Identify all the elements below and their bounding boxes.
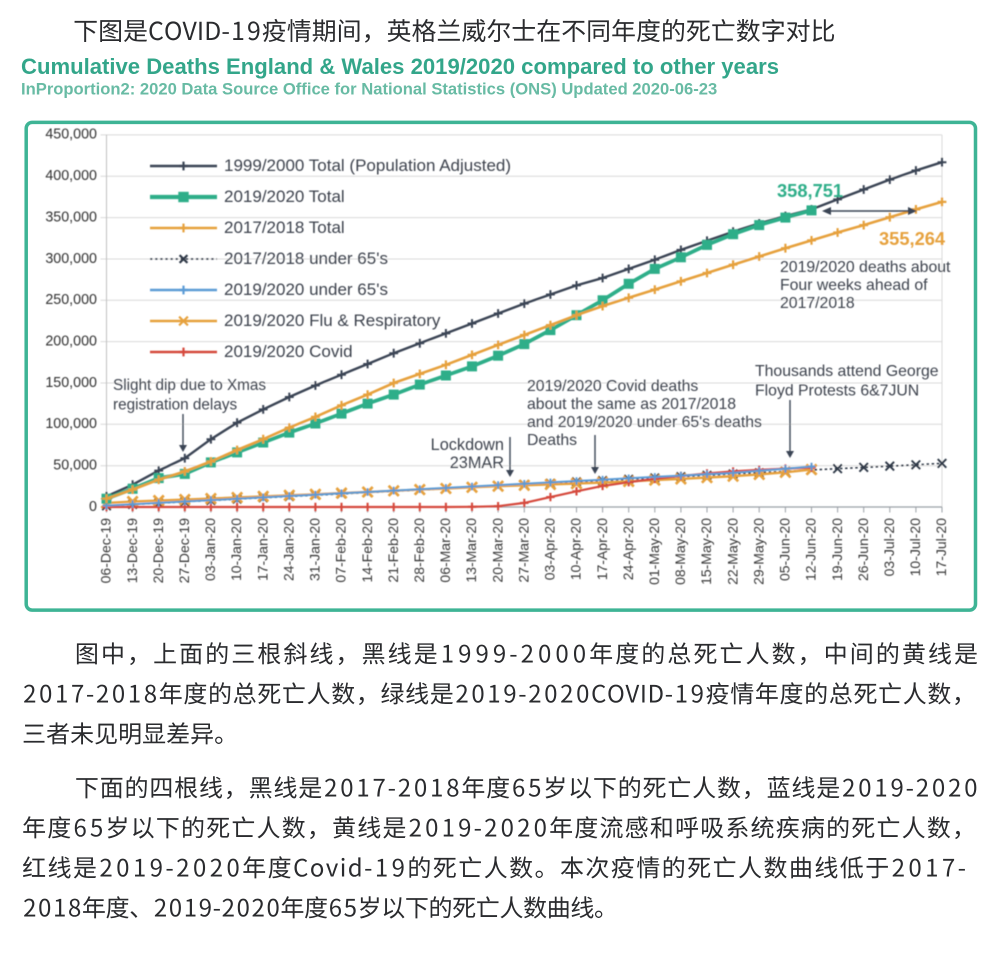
svg-text:250,000: 250,000 bbox=[45, 292, 97, 308]
svg-text:2019/2020 Flu & Respiratory: 2019/2020 Flu & Respiratory bbox=[224, 311, 441, 330]
svg-text:Deaths: Deaths bbox=[527, 432, 577, 449]
svg-text:17-Jul-20: 17-Jul-20 bbox=[933, 518, 949, 577]
svg-text:and 2019/2020 under 65's death: and 2019/2020 under 65's deaths bbox=[527, 414, 762, 431]
svg-text:17-Jan-20: 17-Jan-20 bbox=[254, 518, 270, 581]
svg-text:20-Dec-19: 20-Dec-19 bbox=[150, 518, 166, 584]
svg-text:13-Mar-20: 13-Mar-20 bbox=[463, 518, 479, 583]
svg-text:2017/2018: 2017/2018 bbox=[780, 295, 855, 312]
svg-text:2019/2020 Total: 2019/2020 Total bbox=[224, 187, 345, 206]
svg-text:31-Jan-20: 31-Jan-20 bbox=[307, 518, 323, 581]
svg-text:about the same as 2017/2018: about the same as 2017/2018 bbox=[527, 396, 736, 413]
svg-text:06-Mar-20: 06-Mar-20 bbox=[437, 518, 453, 583]
svg-text:2019/2020 deaths about: 2019/2020 deaths about bbox=[780, 259, 951, 276]
svg-text:358,751: 358,751 bbox=[777, 180, 843, 201]
svg-text:24-Jan-20: 24-Jan-20 bbox=[281, 518, 297, 581]
svg-text:21-Feb-20: 21-Feb-20 bbox=[385, 518, 401, 583]
svg-text:10-Apr-20: 10-Apr-20 bbox=[568, 518, 584, 580]
svg-text:Floyd Protests 6&7JUN: Floyd Protests 6&7JUN bbox=[755, 383, 919, 400]
svg-text:23MAR: 23MAR bbox=[450, 454, 504, 472]
svg-text:05-Jun-20: 05-Jun-20 bbox=[777, 518, 793, 581]
svg-text:10-Jan-20: 10-Jan-20 bbox=[228, 518, 244, 581]
svg-text:2017/2018 under 65's: 2017/2018 under 65's bbox=[224, 249, 388, 268]
svg-text:08-May-20: 08-May-20 bbox=[672, 518, 688, 585]
svg-text:50,000: 50,000 bbox=[53, 458, 97, 474]
svg-text:17-Apr-20: 17-Apr-20 bbox=[594, 518, 610, 580]
svg-text:19-Jun-20: 19-Jun-20 bbox=[829, 518, 845, 581]
svg-text:2019/2020 Covid: 2019/2020 Covid bbox=[224, 342, 353, 361]
svg-text:2017/2018 Total: 2017/2018 Total bbox=[224, 218, 345, 237]
svg-text:2019/2020 Covid deaths: 2019/2020 Covid deaths bbox=[527, 378, 698, 395]
svg-text:InProportion2: 2020 Data Sourc: InProportion2: 2020 Data Source Office f… bbox=[21, 80, 717, 99]
svg-text:400,000: 400,000 bbox=[45, 168, 97, 184]
svg-text:24-Apr-20: 24-Apr-20 bbox=[620, 518, 636, 580]
svg-text:355,264: 355,264 bbox=[879, 228, 946, 249]
svg-text:20-Mar-20: 20-Mar-20 bbox=[489, 518, 505, 583]
svg-text:28-Feb-20: 28-Feb-20 bbox=[411, 518, 427, 583]
svg-text:Thousands attend George: Thousands attend George bbox=[755, 363, 939, 380]
svg-text:06-Dec-19: 06-Dec-19 bbox=[98, 518, 114, 584]
svg-text:03-Jul-20: 03-Jul-20 bbox=[881, 518, 897, 577]
svg-text:450,000: 450,000 bbox=[45, 127, 97, 143]
svg-text:22-May-20: 22-May-20 bbox=[724, 518, 740, 585]
svg-text:07-Feb-20: 07-Feb-20 bbox=[333, 518, 349, 583]
svg-text:01-May-20: 01-May-20 bbox=[646, 518, 662, 585]
svg-text:27-Mar-20: 27-Mar-20 bbox=[516, 518, 532, 583]
svg-text:13-Dec-19: 13-Dec-19 bbox=[124, 518, 140, 584]
svg-text:Cumulative Deaths England & Wa: Cumulative Deaths England & Wales 2019/2… bbox=[21, 54, 779, 79]
svg-text:26-Jun-20: 26-Jun-20 bbox=[855, 518, 871, 581]
svg-text:2019/2020 under 65's: 2019/2020 under 65's bbox=[224, 280, 388, 299]
svg-text:03-Jan-20: 03-Jan-20 bbox=[202, 518, 218, 581]
svg-text:150,000: 150,000 bbox=[45, 375, 97, 391]
svg-text:1999/2000 Total (Population Ad: 1999/2000 Total (Population Adjusted) bbox=[224, 156, 511, 175]
svg-text:Four weeks ahead of: Four weeks ahead of bbox=[780, 277, 928, 294]
svg-text:0: 0 bbox=[89, 499, 97, 515]
svg-text:Lockdown: Lockdown bbox=[431, 436, 504, 454]
svg-text:100,000: 100,000 bbox=[45, 416, 97, 432]
svg-text:03-Apr-20: 03-Apr-20 bbox=[542, 518, 558, 580]
svg-text:registration delays: registration delays bbox=[113, 397, 237, 414]
svg-text:10-Jul-20: 10-Jul-20 bbox=[907, 518, 923, 577]
svg-text:14-Feb-20: 14-Feb-20 bbox=[359, 518, 375, 583]
svg-text:27-Dec-19: 27-Dec-19 bbox=[176, 518, 192, 584]
svg-text:29-May-20: 29-May-20 bbox=[751, 518, 767, 585]
svg-text:15-May-20: 15-May-20 bbox=[698, 518, 714, 585]
svg-text:Slight dip due to Xmas: Slight dip due to Xmas bbox=[113, 377, 266, 394]
svg-text:12-Jun-20: 12-Jun-20 bbox=[803, 518, 819, 581]
svg-text:350,000: 350,000 bbox=[45, 209, 97, 225]
svg-text:300,000: 300,000 bbox=[45, 251, 97, 267]
svg-text:200,000: 200,000 bbox=[45, 333, 97, 349]
